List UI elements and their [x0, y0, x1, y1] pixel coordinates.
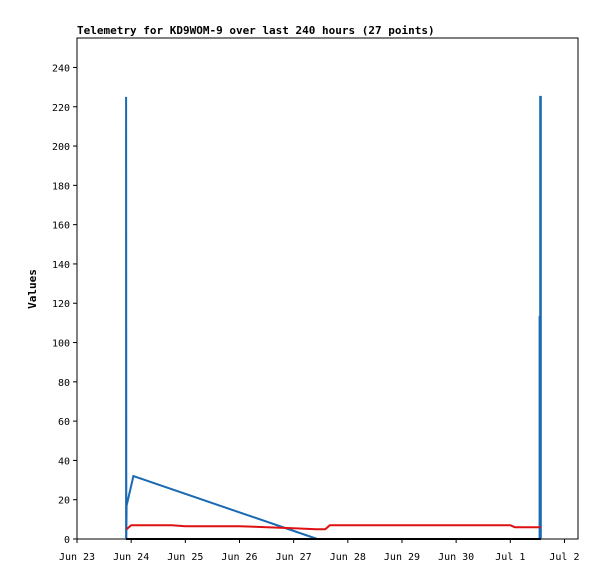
series-line-2: [538, 95, 542, 539]
series-layer: [125, 95, 542, 540]
y-tick-label: 220: [52, 103, 70, 114]
x-tick-label: Jun 28: [330, 552, 366, 563]
series-line-3: [125, 524, 541, 531]
x-tick-label: Jun 26: [221, 552, 257, 563]
y-axis-ticks: 0 20 40 60 80 100 120 140 160 180 200 220 240: [52, 63, 77, 546]
y-tick-label: 140: [52, 260, 70, 271]
y-tick-label: 40: [58, 456, 70, 467]
y-tick-label: 160: [52, 221, 70, 232]
x-tick-label: Jun 27: [276, 552, 312, 563]
y-tick-label: 180: [52, 181, 70, 192]
x-tick-label: Jun 24: [113, 552, 149, 563]
x-axis-ticks: Jun 23 Jun 24 Jun 25 Jun 26 Jun 27 Jun 28 Jun …: [59, 539, 580, 563]
series-line-1: [125, 96, 318, 540]
y-tick-label: 120: [52, 299, 70, 310]
chart-title: Telemetry for KD9WOM-9 over last 240 hou…: [77, 24, 435, 37]
x-tick-label: Jul 1: [495, 552, 525, 563]
x-tick-label: Jun 29: [384, 552, 420, 563]
y-tick-label: 20: [58, 496, 70, 507]
y-tick-label: 80: [58, 378, 70, 389]
y-tick-label: 0: [64, 535, 70, 546]
x-tick-label: Jun 23: [59, 552, 95, 563]
y-tick-label: 100: [52, 339, 70, 350]
y-axis-label: Values: [26, 269, 39, 309]
x-tick-label: Jul 2: [549, 552, 579, 563]
plot-area-frame: [76, 37, 579, 540]
y-tick-label: 60: [58, 417, 70, 428]
x-tick-label: Jun 30: [438, 552, 474, 563]
x-tick-label: Jun 25: [167, 552, 203, 563]
y-tick-label: 240: [52, 63, 70, 74]
y-tick-label: 200: [52, 142, 70, 153]
